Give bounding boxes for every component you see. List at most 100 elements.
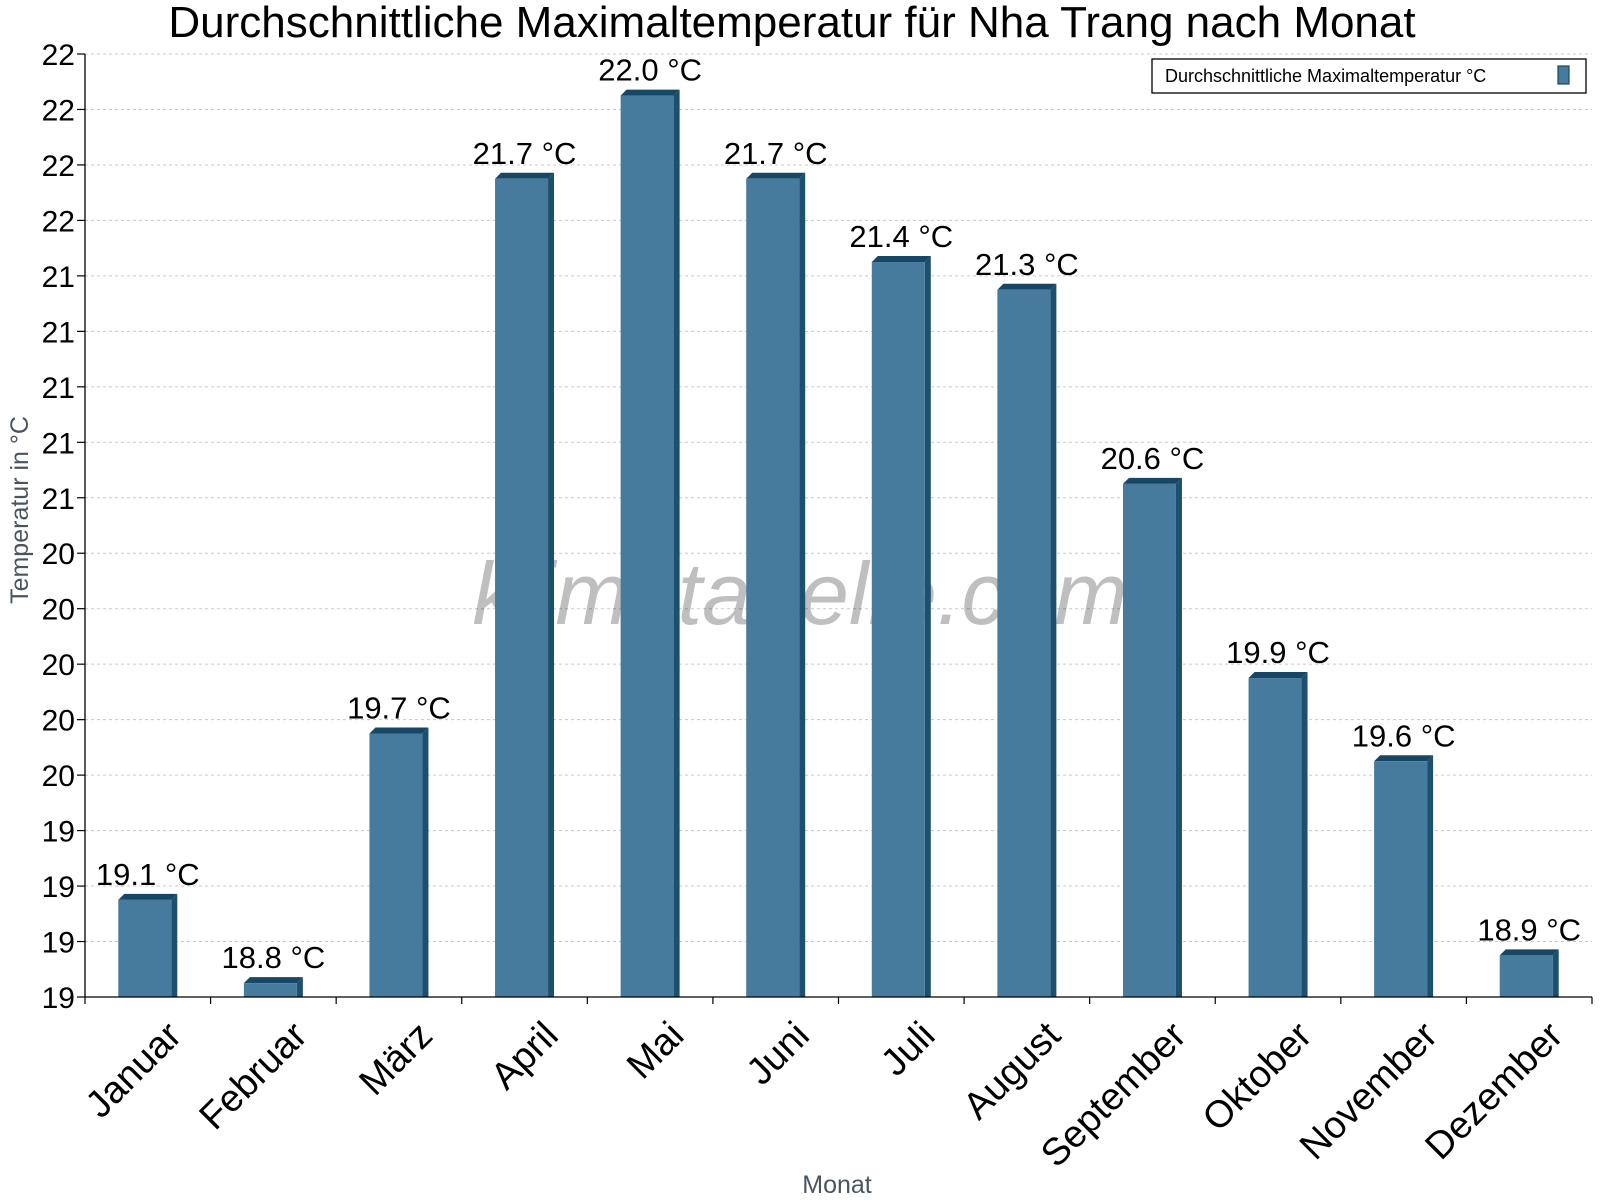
bar-top bbox=[1499, 949, 1559, 956]
y-tick-label: 19 bbox=[42, 927, 75, 960]
bar-top bbox=[118, 893, 178, 900]
y-tick-label: 20 bbox=[42, 538, 75, 571]
bar-side bbox=[1050, 283, 1057, 997]
grid-lines bbox=[85, 53, 1592, 943]
x-tick-label: April bbox=[483, 1014, 566, 1097]
bar-front bbox=[118, 899, 172, 997]
bar-top bbox=[243, 977, 303, 984]
x-tick-label: Dezember bbox=[1418, 1014, 1572, 1168]
bar-side bbox=[1427, 755, 1434, 997]
axes bbox=[77, 53, 1593, 1004]
bar bbox=[118, 893, 178, 997]
bar-front bbox=[746, 178, 800, 997]
legend-box bbox=[1151, 58, 1587, 94]
bar bbox=[1374, 755, 1434, 997]
bar bbox=[871, 256, 931, 997]
data-label: 19.6 °C bbox=[1352, 718, 1456, 753]
bar-top bbox=[369, 727, 429, 734]
y-tick-label: 22 bbox=[42, 205, 75, 238]
bar-top bbox=[495, 172, 555, 179]
data-label: 19.9 °C bbox=[1226, 635, 1330, 670]
bar-front bbox=[243, 983, 297, 997]
x-tick-labels: Januar Februar März April Mai Juni Juli AugustS… bbox=[78, 1014, 1572, 1175]
bar-front bbox=[1374, 761, 1428, 997]
bar-top bbox=[620, 89, 680, 96]
x-tick-label: Mai bbox=[619, 1014, 692, 1087]
y-tick-labels: 19 19 19 19 20 20 20 20 20 21 21 21 21 21 22 22 22 22 bbox=[42, 39, 75, 1015]
y-tick-label: 21 bbox=[42, 372, 75, 405]
bar-front bbox=[369, 733, 423, 997]
data-label: 18.8 °C bbox=[222, 940, 326, 975]
y-tick-label: 21 bbox=[42, 483, 75, 516]
bar-top bbox=[746, 172, 806, 179]
bar-side bbox=[296, 977, 303, 997]
bar-side bbox=[799, 172, 806, 997]
bar bbox=[620, 89, 680, 997]
data-label: 21.7 °C bbox=[724, 136, 828, 171]
x-tick-label: März bbox=[352, 1014, 441, 1103]
y-tick-label: 19 bbox=[42, 982, 75, 1015]
bar-side bbox=[673, 89, 680, 997]
y-tick-label: 21 bbox=[42, 261, 75, 294]
data-label: 20.6 °C bbox=[1101, 441, 1205, 476]
bar-side bbox=[1175, 477, 1182, 997]
chart-title: Durchschnittliche Maximaltemperatur für … bbox=[168, 0, 1415, 47]
bar-front bbox=[1499, 955, 1553, 997]
bar-front bbox=[620, 95, 674, 997]
bar bbox=[369, 727, 429, 997]
bar-top bbox=[1122, 477, 1182, 484]
bar-front bbox=[871, 262, 925, 997]
bar-top bbox=[1248, 672, 1308, 679]
y-tick-label: 20 bbox=[42, 760, 75, 793]
bar-side bbox=[1301, 672, 1308, 997]
x-tick-label: Juli bbox=[873, 1014, 943, 1084]
bar bbox=[1499, 949, 1559, 997]
x-tick-label: Juni bbox=[739, 1014, 818, 1093]
legend-label: Durchschnittliche Maximaltemperatur °C bbox=[1165, 66, 1486, 86]
bar-side bbox=[422, 727, 429, 997]
bar-front bbox=[1248, 678, 1302, 997]
bar-side bbox=[171, 893, 178, 997]
y-tick-label: 22 bbox=[42, 150, 75, 183]
x-tick-label: Oktober bbox=[1195, 1014, 1321, 1140]
x-tick-label: Januar bbox=[78, 1014, 190, 1126]
bar-side bbox=[924, 256, 931, 997]
y-tick-label: 19 bbox=[42, 816, 75, 849]
y-tick-label: 19 bbox=[42, 871, 75, 904]
legend: Durchschnittliche Maximaltemperatur °C bbox=[1151, 58, 1587, 94]
bars bbox=[118, 89, 1559, 997]
data-label: 18.9 °C bbox=[1477, 912, 1581, 947]
bar bbox=[243, 977, 303, 997]
bar bbox=[1122, 477, 1182, 997]
data-label: 21.4 °C bbox=[849, 219, 953, 254]
bar-side bbox=[1552, 949, 1559, 997]
y-tick-label: 20 bbox=[42, 705, 75, 738]
x-tick-label: Februar bbox=[192, 1014, 316, 1138]
bar-top bbox=[997, 283, 1057, 290]
y-axis-title: Temperatur in °C bbox=[6, 416, 34, 604]
bar bbox=[746, 172, 806, 997]
legend-swatch bbox=[1557, 65, 1570, 85]
data-label: 19.7 °C bbox=[347, 691, 451, 726]
bar bbox=[1248, 672, 1308, 997]
bar-top bbox=[871, 256, 931, 263]
data-labels: 19.1 °C 18.8 °C 19.7 °C 21.7 °C 22.0 °C 21.7 … bbox=[96, 53, 1581, 976]
y-tick-label: 20 bbox=[42, 649, 75, 682]
bar bbox=[495, 172, 555, 997]
data-label: 21.7 °C bbox=[473, 136, 577, 171]
bar-side bbox=[548, 172, 555, 997]
x-tick-label: August bbox=[956, 1014, 1070, 1128]
bar-top bbox=[1374, 755, 1434, 762]
data-label: 22.0 °C bbox=[598, 53, 702, 88]
y-tick-label: 21 bbox=[42, 427, 75, 460]
y-tick-label: 20 bbox=[42, 594, 75, 627]
bar-front bbox=[1122, 483, 1176, 997]
y-tick-label: 21 bbox=[42, 316, 75, 349]
y-tick-label: 22 bbox=[42, 94, 75, 127]
x-axis-title: Monat bbox=[802, 1171, 872, 1199]
bar-front bbox=[495, 178, 549, 997]
data-label: 21.3 °C bbox=[975, 247, 1079, 282]
y-tick-label: 22 bbox=[42, 39, 75, 72]
data-label: 19.1 °C bbox=[96, 857, 200, 892]
